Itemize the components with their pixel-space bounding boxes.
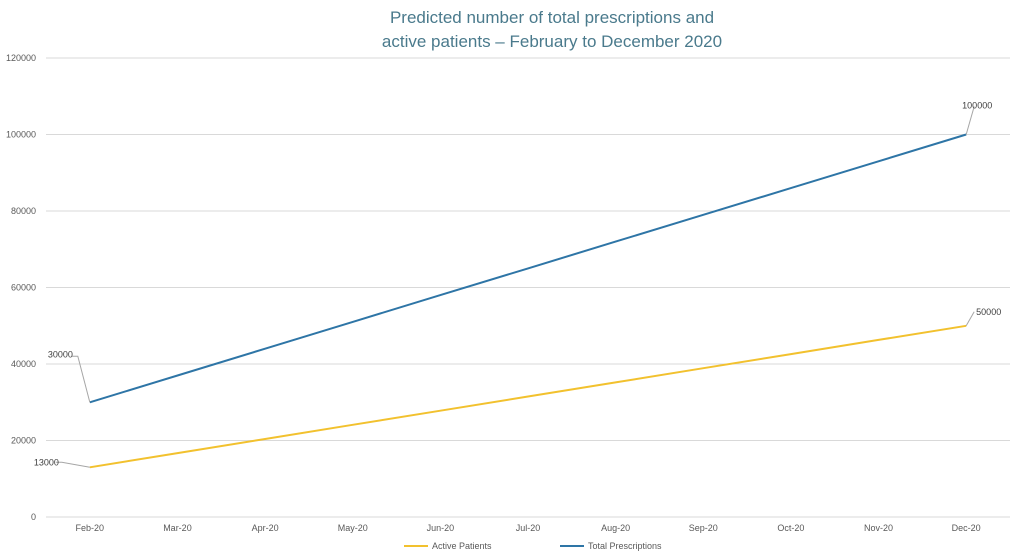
x-tick-label: Sep-20 [689,523,718,533]
leader-line [71,355,91,403]
leader-line [965,311,975,326]
y-axis-ticks: 0 20000 40000 60000 80000 100000 120000 [6,53,36,522]
data-label: 13000 [34,457,59,467]
leader-line [55,461,90,468]
legend: Active Patients Total Prescriptions [404,541,662,551]
x-tick-label: Mar-20 [163,523,192,533]
data-label: 30000 [48,349,73,359]
series-lines [89,133,967,469]
y-tick-label: 120000 [6,53,36,63]
y-tick-label: 40000 [11,359,36,369]
x-tick-label: Nov-20 [864,523,893,533]
x-axis-ticks: Feb-20 Mar-20 Apr-20 May-20 Jun-20 Jul-20 Aug-… [76,523,981,533]
y-tick-label: 20000 [11,436,36,446]
x-tick-label: Apr-20 [252,523,279,533]
x-tick-label: Jun-20 [427,523,455,533]
x-tick-label: May-20 [338,523,368,533]
y-tick-label: 0 [31,512,36,522]
chart-title: Predicted number of total prescriptions … [0,6,1024,54]
data-label: 50000 [976,307,1001,317]
chart-title-line-2: active patients – February to December 2… [381,32,723,51]
y-tick-label: 60000 [11,283,36,293]
chart-title-line-1: Predicted number of total prescriptions … [389,8,715,27]
legend-label: Active Patients [432,541,492,551]
x-tick-label: Dec-20 [952,523,981,533]
y-tick-label: 100000 [6,130,36,140]
x-tick-label: Feb-20 [76,523,105,533]
y-tick-label: 80000 [11,206,36,216]
leader-line [965,106,975,135]
data-label: 100000 [962,101,992,111]
x-tick-label: Aug-20 [601,523,630,533]
x-tick-label: Oct-20 [777,523,804,533]
legend-label: Total Prescriptions [588,541,662,551]
data-labels: 13000 50000 30000 100000 [34,101,1001,468]
gridlines [46,57,1010,518]
x-tick-label: Jul-20 [516,523,541,533]
